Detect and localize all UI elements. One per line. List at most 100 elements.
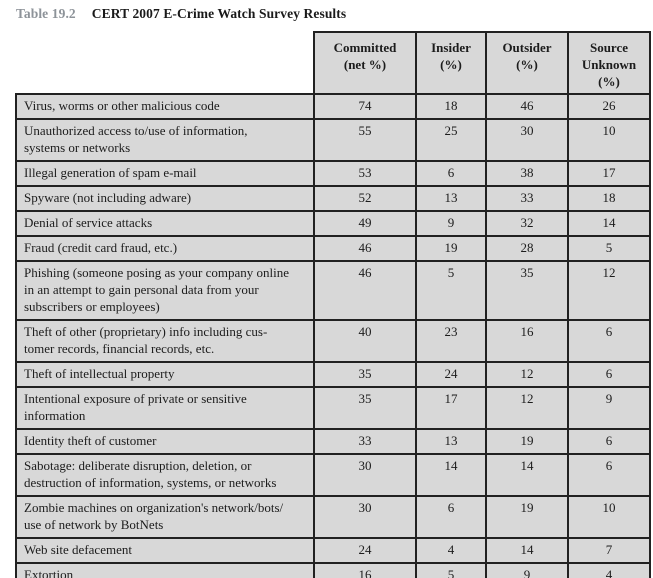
table-title: CERT 2007 E-Crime Watch Survey Results [91, 6, 347, 21]
value-cell: 10 [567, 495, 651, 539]
value-cell: 55 [313, 118, 417, 162]
value-cell: 6 [567, 428, 651, 455]
row-label-cell: Web site defacement [15, 537, 315, 564]
value-cell: 46 [485, 93, 569, 120]
value-cell: 13 [415, 428, 487, 455]
value-cell: 17 [415, 386, 487, 430]
ecrime-survey-table: Committed (net %) Insider (%) Outsider (… [15, 31, 651, 578]
value-cell: 19 [415, 235, 487, 262]
value-cell: 6 [415, 495, 487, 539]
row-label-cell: Spyware (not including adware) [15, 185, 315, 212]
table-row: Zombie machines on organization's networ… [15, 495, 651, 539]
value-cell: 33 [313, 428, 417, 455]
table-row: Spyware (not including adware) 52 13 33 18 [15, 185, 651, 212]
table-row: Denial of service attacks 49 9 32 14 [15, 210, 651, 237]
value-cell: 35 [313, 361, 417, 388]
table-row: Phishing (someone posing as your company… [15, 260, 651, 321]
value-cell: 9 [415, 210, 487, 237]
value-cell: 49 [313, 210, 417, 237]
table-row: Web site defacement 24 4 14 7 [15, 537, 651, 564]
header-row: Committed (net %) Insider (%) Outsider (… [16, 31, 651, 95]
value-cell: 30 [485, 118, 569, 162]
row-label-cell: Identity theft of customer [15, 428, 315, 455]
corner-spacer-cell [16, 32, 314, 94]
value-cell: 24 [415, 361, 487, 388]
value-cell: 74 [313, 93, 417, 120]
value-cell: 9 [485, 562, 569, 578]
row-label-cell: Intentional exposure of private or sensi… [15, 386, 315, 430]
table-row: Fraud (credit card fraud, etc.) 46 19 28 5 [15, 235, 651, 262]
table-row: Theft of other (proprietary) info includ… [15, 319, 651, 363]
row-label-cell: Fraud (credit card fraud, etc.) [15, 235, 315, 262]
value-cell: 4 [567, 562, 651, 578]
row-label-cell: Theft of intellectual property [15, 361, 315, 388]
value-cell: 52 [313, 185, 417, 212]
value-cell: 35 [313, 386, 417, 430]
value-cell: 6 [567, 361, 651, 388]
value-cell: 30 [313, 495, 417, 539]
row-label-cell: Illegal generation of spam e-mail [15, 160, 315, 187]
value-cell: 5 [567, 235, 651, 262]
table-body: Virus, worms or other malicious code 74 18… [15, 93, 651, 578]
value-cell: 13 [415, 185, 487, 212]
value-cell: 9 [567, 386, 651, 430]
row-label-cell: Denial of service attacks [15, 210, 315, 237]
table-header: Committed (net %) Insider (%) Outsider (… [16, 31, 651, 95]
value-cell: 38 [485, 160, 569, 187]
value-cell: 14 [567, 210, 651, 237]
value-cell: 6 [415, 160, 487, 187]
row-label-cell: Phishing (someone posing as your company… [15, 260, 315, 321]
column-header-outsider: Outsider (%) [485, 31, 569, 95]
value-cell: 32 [485, 210, 569, 237]
value-cell: 14 [485, 537, 569, 564]
value-cell: 14 [485, 453, 569, 497]
row-label-cell: Zombie machines on organization's networ… [15, 495, 315, 539]
value-cell: 24 [313, 537, 417, 564]
table-row: Virus, worms or other malicious code 74 18… [15, 93, 651, 120]
row-label-cell: Extortion [15, 562, 315, 578]
value-cell: 40 [313, 319, 417, 363]
value-cell: 5 [415, 260, 487, 321]
value-cell: 5 [415, 562, 487, 578]
value-cell: 28 [485, 235, 569, 262]
row-label-cell: Virus, worms or other malicious code [15, 93, 315, 120]
table-row: Identity theft of customer 33 13 19 6 [15, 428, 651, 455]
table-row: Extortion 16 5 9 4 [15, 562, 651, 578]
value-cell: 33 [485, 185, 569, 212]
column-header-source-unknown: Source Unknown (%) [567, 31, 651, 95]
column-header-committed: Committed (net %) [313, 31, 417, 95]
column-header-insider: Insider (%) [415, 31, 487, 95]
value-cell: 7 [567, 537, 651, 564]
value-cell: 17 [567, 160, 651, 187]
table-row: Sabotage: deliberate disruption, deletio… [15, 453, 651, 497]
value-cell: 35 [485, 260, 569, 321]
value-cell: 18 [567, 185, 651, 212]
value-cell: 46 [313, 235, 417, 262]
row-label-cell: Unauthorized access to/use of informatio… [15, 118, 315, 162]
value-cell: 4 [415, 537, 487, 564]
value-cell: 19 [485, 495, 569, 539]
table-row: Theft of intellectual property 35 24 12 6 [15, 361, 651, 388]
value-cell: 18 [415, 93, 487, 120]
table-caption: Table 19.2 CERT 2007 E-Crime Watch Survey… [0, 0, 653, 22]
value-cell: 46 [313, 260, 417, 321]
row-label-cell: Sabotage: deliberate disruption, deletio… [15, 453, 315, 497]
value-cell: 26 [567, 93, 651, 120]
value-cell: 25 [415, 118, 487, 162]
value-cell: 19 [485, 428, 569, 455]
value-cell: 12 [485, 361, 569, 388]
value-cell: 12 [485, 386, 569, 430]
table-row: Unauthorized access to/use of informatio… [15, 118, 651, 162]
value-cell: 12 [567, 260, 651, 321]
value-cell: 14 [415, 453, 487, 497]
value-cell: 23 [415, 319, 487, 363]
value-cell: 6 [567, 453, 651, 497]
table-row: Illegal generation of spam e-mail 53 6 38 17 [15, 160, 651, 187]
value-cell: 53 [313, 160, 417, 187]
value-cell: 30 [313, 453, 417, 497]
row-label-cell: Theft of other (proprietary) info includ… [15, 319, 315, 363]
value-cell: 16 [313, 562, 417, 578]
value-cell: 10 [567, 118, 651, 162]
table-row: Intentional exposure of private or sensi… [15, 386, 651, 430]
